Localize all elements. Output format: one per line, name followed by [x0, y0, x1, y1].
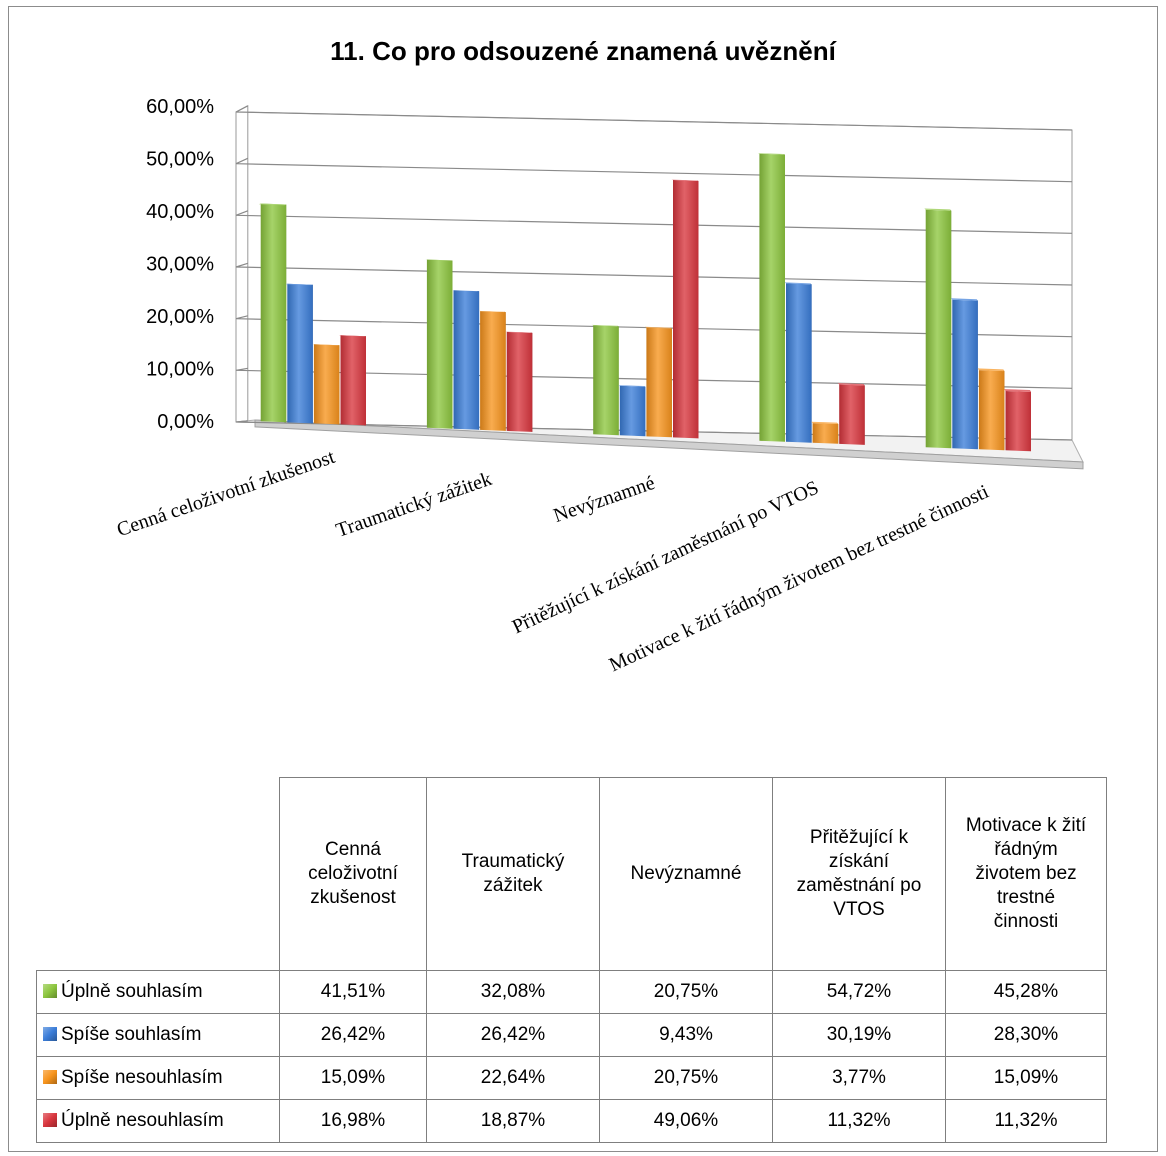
bar [618, 385, 646, 437]
bar [977, 368, 1005, 451]
table-row: Spíše souhlasím 26,42% 26,42% 9,43% 30,19% 28… [36, 1013, 1107, 1057]
table-cell: 26,42% [279, 1013, 427, 1057]
table-header-cell: Nevýznamné [599, 777, 773, 971]
table-header-line: životem bez [975, 863, 1077, 884]
legend-entry: Úplně souhlasím [36, 970, 280, 1014]
legend-entry: Spíše nesouhlasím [36, 1056, 280, 1100]
table-header-line: celoživotní [308, 863, 398, 884]
y-tick-label: 40,00% [146, 201, 214, 223]
legend-swatch [43, 1027, 57, 1041]
y-tick-label: 50,00% [146, 148, 214, 170]
bar [451, 290, 480, 430]
table-header-line: činnosti [993, 911, 1059, 932]
legend-swatch [43, 1070, 57, 1084]
legend-entry: Spíše souhlasím [36, 1013, 280, 1057]
table-cell: 45,28% [945, 970, 1107, 1014]
chart-plot: 0,00% 10,00% 20,00% 30,00% 40,00% 50,00% 60,00… [114, 96, 1084, 676]
y-tick-label: 20,00% [146, 306, 214, 328]
table-row: Spíše nesouhlasím 15,09% 22,64% 20,75% 3,77%… [36, 1056, 1107, 1100]
table-cell: 32,08% [426, 970, 600, 1014]
table-cell: 3,77% [772, 1056, 946, 1100]
bar [425, 259, 453, 429]
table-header-line: Cenná [325, 839, 381, 860]
table-header-line: řádným [994, 839, 1058, 860]
bar [258, 203, 287, 423]
bar [784, 282, 812, 443]
table-header-cell: Traumatický zážitek [426, 777, 600, 971]
table-header-line: zkušenost [310, 887, 396, 908]
y-tick-label: 30,00% [146, 253, 214, 275]
bar [671, 179, 699, 439]
table-header-line: trestné [996, 887, 1056, 908]
bar [478, 310, 506, 431]
table-cell: 22,64% [426, 1056, 600, 1100]
table-cell: 49,06% [599, 1099, 773, 1143]
gridline [235, 157, 1073, 183]
table-cell: 16,98% [279, 1099, 427, 1143]
table-corner [36, 777, 280, 971]
legend-swatch [43, 984, 57, 998]
table-header-line: Přitěžující k [809, 827, 909, 848]
table-cell: 20,75% [599, 970, 773, 1014]
data-table: Cenná celoživotní zkušenost Traumatický záži… [36, 777, 1107, 1143]
legend-label: Úplně souhlasím [61, 981, 203, 1002]
table-cell: 30,19% [772, 1013, 946, 1057]
x-tick-label: Traumatický zážitek [333, 468, 494, 542]
table-header-line: Nevýznamné [630, 863, 742, 884]
table-header-row: Cenná celoživotní zkušenost Traumatický záži… [36, 777, 1107, 971]
bar [338, 335, 366, 426]
bar [758, 153, 785, 442]
legend-swatch [43, 1113, 57, 1127]
y-tick-label: 60,00% [146, 96, 214, 118]
bar [951, 298, 978, 450]
table-cell: 15,09% [945, 1056, 1107, 1100]
y-tick-label: 10,00% [146, 358, 214, 380]
bar [644, 326, 672, 438]
gridline [235, 105, 1073, 131]
legend-label: Spíše nesouhlasím [61, 1067, 223, 1088]
table-header-line: Motivace k žití [965, 815, 1087, 836]
table-cell: 9,43% [599, 1013, 773, 1057]
table-header-line: získání [828, 851, 890, 872]
bar [924, 208, 952, 449]
gridline [235, 262, 1073, 286]
y-tick-label: 0,00% [157, 411, 214, 433]
table-cell: 18,87% [426, 1099, 600, 1143]
floor-edge [254, 419, 1084, 470]
table-row: Úplně souhlasím 41,51% 32,08% 20,75% 54,72% 4… [36, 970, 1107, 1014]
chart-title: 11. Co pro odsouzené znamená uvěznění [330, 36, 836, 66]
bar [837, 383, 865, 445]
table-cell: 54,72% [772, 970, 946, 1014]
x-tick-label: Nevýznamné [551, 472, 658, 527]
table-cell: 20,75% [599, 1056, 773, 1100]
table-header-cell: Cenná celoživotní zkušenost [279, 777, 427, 971]
table-row: Úplně nesouhlasím 16,98% 18,87% 49,06% 11,32… [36, 1099, 1107, 1143]
legend-label: Spíše souhlasím [61, 1024, 202, 1045]
bar [591, 324, 619, 436]
table-cell: 28,30% [945, 1013, 1107, 1057]
gridline [235, 210, 1073, 234]
bar [312, 344, 340, 425]
table-cell: 26,42% [426, 1013, 600, 1057]
table-header-cell: Přitěžující k získání zaměstnání po VTOS [772, 777, 946, 971]
legend-label: Úplně nesouhlasím [61, 1110, 224, 1131]
x-tick-label: Přitěžující k získání zaměstnání po VTOS [509, 477, 822, 639]
x-tick-label: Motivace k žití řádným životem bez trest… [606, 480, 993, 676]
table-header-line: Traumatický [461, 851, 565, 872]
table-header-line: VTOS [833, 899, 885, 920]
bar [811, 421, 839, 444]
table-cell: 11,32% [945, 1099, 1107, 1143]
table-header-cell: Motivace k žití řádným životem bez trestné č… [945, 777, 1107, 971]
table-cell: 11,32% [772, 1099, 946, 1143]
table-header-line: zaměstnání po [796, 875, 922, 896]
legend-entry: Úplně nesouhlasím [36, 1099, 280, 1143]
table-header-line: zážitek [483, 875, 543, 896]
chart-frame [8, 6, 1158, 1152]
table-cell: 15,09% [279, 1056, 427, 1100]
bar [505, 331, 533, 432]
table-cell: 41,51% [279, 970, 427, 1014]
x-tick-label: Cenná celoživotní zkušenost [114, 446, 338, 541]
bar [1004, 389, 1031, 452]
bar [285, 283, 313, 424]
